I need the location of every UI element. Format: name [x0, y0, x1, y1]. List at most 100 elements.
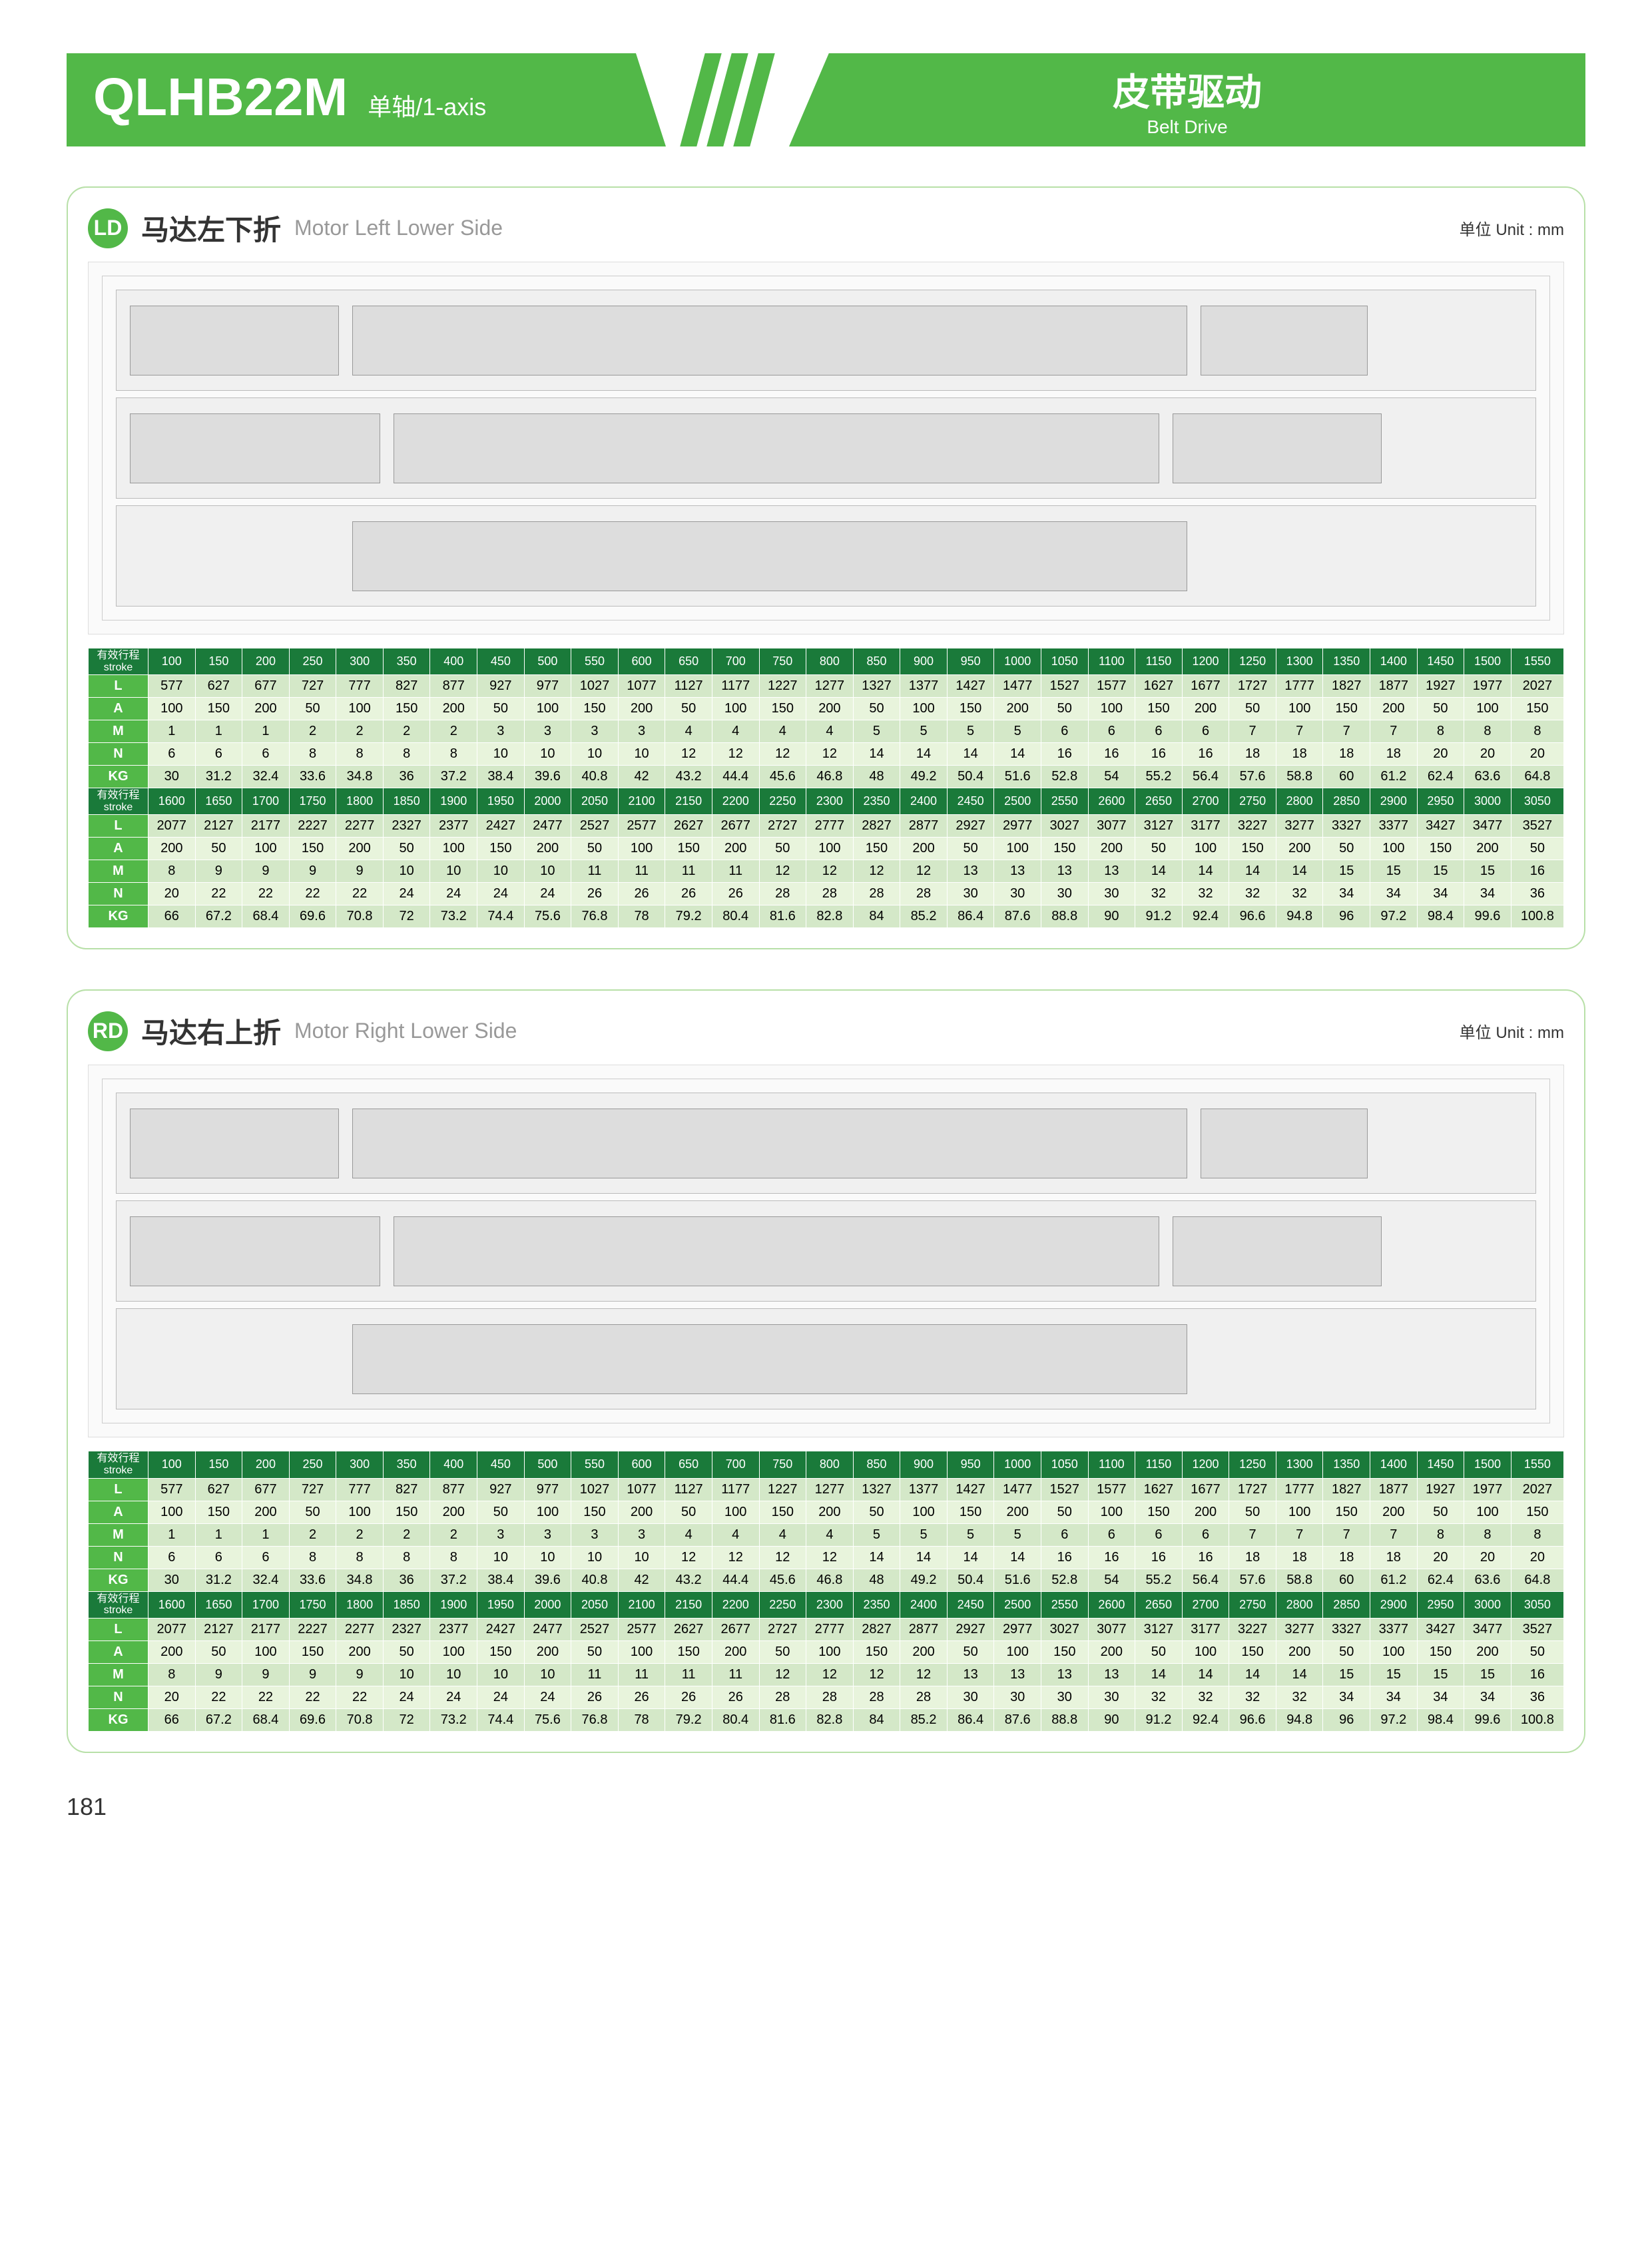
data-cell: 8: [430, 743, 477, 766]
data-cell: 2377: [430, 1618, 477, 1640]
data-cell: 1: [148, 1523, 196, 1546]
data-cell: 200: [242, 698, 290, 720]
data-cell: 30: [947, 1686, 994, 1708]
data-cell: 150: [853, 838, 900, 860]
data-cell: 80.4: [712, 905, 759, 928]
row-label: KG: [89, 766, 148, 788]
data-cell: 50.4: [947, 1569, 994, 1591]
data-cell: 8: [1417, 1523, 1464, 1546]
stroke-value: 2600: [1088, 1591, 1135, 1618]
data-cell: 150: [759, 698, 806, 720]
data-cell: 13: [947, 1663, 994, 1686]
data-cell: 11: [665, 1663, 712, 1686]
data-cell: 11: [618, 1663, 665, 1686]
data-cell: 48: [853, 1569, 900, 1591]
data-cell: 3177: [1182, 815, 1229, 838]
data-cell: 7: [1276, 1523, 1323, 1546]
data-cell: 85.2: [900, 1708, 948, 1731]
data-cell: 4: [665, 720, 712, 743]
data-cell: 52.8: [1041, 1569, 1088, 1591]
data-cell: 4: [712, 720, 759, 743]
data-cell: 200: [1464, 1640, 1512, 1663]
data-cell: 11: [712, 860, 759, 883]
stroke-value: 950: [947, 648, 994, 675]
data-cell: 1327: [853, 675, 900, 698]
stroke-value: 800: [806, 648, 854, 675]
data-cell: 10: [477, 860, 525, 883]
stroke-value: 1250: [1229, 648, 1276, 675]
section-badge: LD: [88, 208, 128, 248]
data-cell: 87.6: [994, 905, 1041, 928]
data-cell: 50: [853, 698, 900, 720]
data-cell: 8: [1417, 720, 1464, 743]
section-header: RD马达右上折Motor Right Lower Side单位 Unit : m…: [88, 1011, 1564, 1051]
data-cell: 1: [195, 720, 242, 743]
data-cell: 1: [195, 1523, 242, 1546]
data-cell: 150: [947, 698, 994, 720]
data-cell: 200: [712, 1640, 759, 1663]
data-cell: 1577: [1088, 1478, 1135, 1501]
stroke-value: 1000: [994, 648, 1041, 675]
data-cell: 75.6: [524, 905, 571, 928]
data-cell: 18: [1370, 743, 1418, 766]
header-left: QLHB22M 单轴/1-axis: [67, 53, 666, 146]
data-cell: 150: [759, 1501, 806, 1523]
stroke-value: 2800: [1276, 788, 1323, 815]
data-cell: 24: [383, 883, 430, 905]
data-cell: 10: [430, 860, 477, 883]
data-cell: 827: [383, 1478, 430, 1501]
stroke-value: 1100: [1088, 648, 1135, 675]
data-cell: 55.2: [1135, 766, 1183, 788]
data-cell: 12: [759, 860, 806, 883]
data-cell: 14: [994, 1546, 1041, 1569]
row-label: M: [89, 860, 148, 883]
data-cell: 16: [1088, 1546, 1135, 1569]
data-cell: 30: [1041, 883, 1088, 905]
data-cell: 8: [430, 1546, 477, 1569]
data-cell: 5: [900, 720, 948, 743]
data-cell: 6: [1088, 1523, 1135, 1546]
data-cell: 6: [1182, 720, 1229, 743]
row-label: A: [89, 838, 148, 860]
data-cell: 100: [994, 1640, 1041, 1663]
stroke-value: 1550: [1511, 1451, 1563, 1478]
technical-diagram: [88, 262, 1564, 634]
data-cell: 200: [524, 1640, 571, 1663]
data-cell: 40.8: [571, 1569, 619, 1591]
row-label: N: [89, 743, 148, 766]
data-cell: 6: [1088, 720, 1135, 743]
stroke-value: 1900: [430, 1591, 477, 1618]
data-cell: 18: [1276, 1546, 1323, 1569]
stroke-value: 2500: [994, 1591, 1041, 1618]
data-cell: 96.6: [1229, 1708, 1276, 1731]
data-cell: 14: [1135, 860, 1183, 883]
data-cell: 777: [336, 675, 384, 698]
data-cell: 10: [571, 743, 619, 766]
data-cell: 50: [1511, 1640, 1563, 1663]
data-cell: 50: [1041, 1501, 1088, 1523]
data-cell: 40.8: [571, 766, 619, 788]
row-label: L: [89, 815, 148, 838]
data-cell: 14: [1135, 1663, 1183, 1686]
data-cell: 10: [477, 743, 525, 766]
data-cell: 56.4: [1182, 766, 1229, 788]
data-cell: 10: [477, 1663, 525, 1686]
data-cell: 3127: [1135, 1618, 1183, 1640]
data-cell: 26: [665, 883, 712, 905]
data-cell: 1227: [759, 675, 806, 698]
stroke-value: 1150: [1135, 1451, 1183, 1478]
stroke-value: 1400: [1370, 1451, 1418, 1478]
data-cell: 50: [195, 1640, 242, 1663]
stroke-value: 2100: [618, 1591, 665, 1618]
row-label: N: [89, 1686, 148, 1708]
stroke-value: 2150: [665, 1591, 712, 1618]
stroke-value: 1100: [1088, 1451, 1135, 1478]
data-cell: 38.4: [477, 1569, 525, 1591]
unit-label: 单位 Unit : mm: [1460, 1019, 1564, 1043]
data-cell: 2027: [1511, 675, 1563, 698]
page-header: QLHB22M 单轴/1-axis 皮带驱动 Belt Drive: [67, 53, 1585, 146]
data-cell: 66: [148, 905, 196, 928]
data-cell: 2077: [148, 1618, 196, 1640]
data-cell: 1877: [1370, 1478, 1418, 1501]
data-cell: 26: [571, 883, 619, 905]
